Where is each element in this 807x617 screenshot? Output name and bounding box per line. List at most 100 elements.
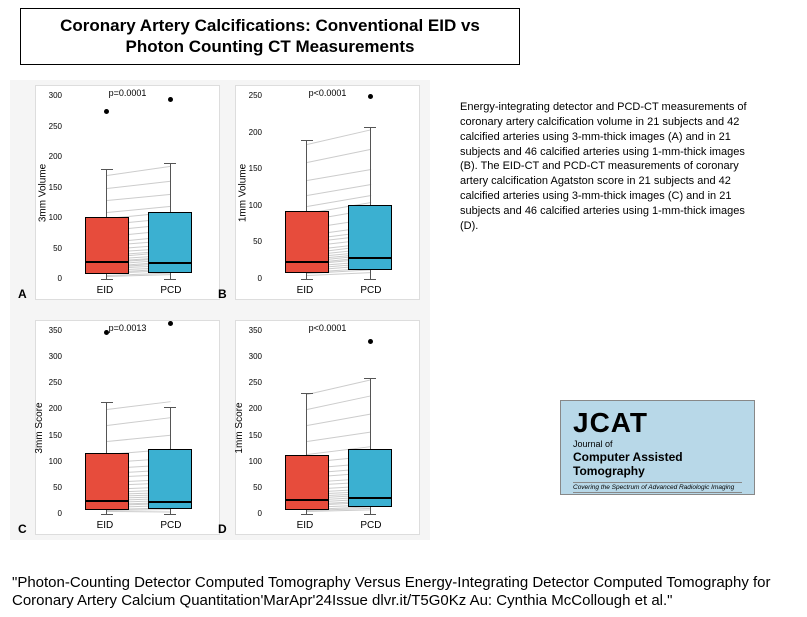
y-tick: 300 — [240, 352, 262, 361]
median-line — [349, 497, 391, 499]
whisker-cap — [101, 169, 113, 170]
y-tick: 250 — [40, 378, 62, 387]
pair-line — [307, 431, 371, 441]
y-tick: 200 — [40, 152, 62, 161]
y-tick: 300 — [40, 91, 62, 100]
outlier-point — [168, 321, 173, 326]
pair-line — [107, 402, 171, 411]
chart-grid: A3mm Volumep=0.0001050100150200250300EID… — [10, 80, 430, 540]
page-title: Coronary Artery Calcifications: Conventi… — [31, 15, 509, 58]
whisker-cap — [301, 514, 313, 515]
pair-line — [107, 511, 171, 513]
pair-line — [307, 396, 371, 411]
y-tick: 200 — [240, 128, 262, 137]
pair-line — [107, 180, 171, 188]
y-tick: 50 — [240, 237, 262, 246]
median-line — [349, 257, 391, 259]
outlier-point — [368, 339, 373, 344]
caption-text: "Photon-Counting Detector Computed Tomog… — [12, 574, 792, 612]
outlier-point — [104, 109, 109, 114]
median-line — [149, 262, 191, 264]
whisker-cap — [164, 279, 176, 280]
y-tick: 100 — [240, 201, 262, 210]
p-value-label: p<0.0001 — [309, 323, 347, 333]
x-category-label: EID — [297, 520, 314, 531]
outlier-point — [104, 330, 109, 335]
y-tick: 250 — [240, 91, 262, 100]
eid-box — [86, 218, 128, 273]
jcat-tagline: Covering the Spectrum of Advanced Radiol… — [573, 482, 742, 493]
median-line — [286, 261, 328, 263]
panel-letter: B — [218, 287, 227, 301]
panel-letter: C — [18, 522, 27, 536]
pair-line — [107, 166, 171, 176]
panel-letter: D — [218, 522, 227, 536]
pcd-box — [349, 206, 391, 269]
title-box: Coronary Artery Calcifications: Conventi… — [20, 8, 520, 65]
y-tick: 250 — [240, 378, 262, 387]
x-category-label: PCD — [160, 520, 181, 531]
jcat-logo: JCAT Journal of Computer Assisted Tomogr… — [560, 400, 755, 495]
whisker-cap — [164, 163, 176, 164]
x-category-label: PCD — [160, 285, 181, 296]
figure-description: Energy-integrating detector and PCD-CT m… — [460, 100, 760, 234]
panel-d: D1mm Scorep<0.0001050100150200250300350E… — [235, 320, 420, 535]
pair-line — [107, 194, 171, 201]
jcat-name: Computer Assisted Tomography — [573, 450, 742, 479]
whisker-cap — [301, 140, 313, 141]
whisker-cap — [301, 393, 313, 394]
pair-line — [307, 149, 371, 163]
y-tick: 0 — [240, 509, 262, 518]
y-tick: 50 — [240, 483, 262, 492]
whisker-cap — [101, 279, 113, 280]
pair-line — [307, 129, 371, 145]
whisker-cap — [364, 127, 376, 128]
y-tick: 50 — [40, 483, 62, 492]
panel-c: C3mm Scorep=0.0013050100150200250300350E… — [35, 320, 220, 535]
y-tick: 200 — [240, 404, 262, 413]
pair-line — [307, 169, 371, 181]
pair-line — [107, 435, 171, 442]
y-tick: 150 — [240, 431, 262, 440]
panel-b: B1mm Volumep<0.0001050100150200250EIDPCD — [235, 85, 420, 300]
y-tick: 150 — [40, 183, 62, 192]
y-tick: 0 — [40, 274, 62, 283]
pair-line — [307, 379, 371, 395]
whisker-cap — [164, 514, 176, 515]
x-category-label: EID — [297, 285, 314, 296]
whisker-cap — [364, 378, 376, 379]
y-tick: 250 — [40, 122, 62, 131]
y-tick: 150 — [40, 431, 62, 440]
x-category-label: PCD — [360, 520, 381, 531]
jcat-acronym: JCAT — [573, 409, 742, 437]
y-tick: 50 — [40, 244, 62, 253]
whisker-cap — [164, 407, 176, 408]
y-tick: 100 — [40, 457, 62, 466]
y-tick: 100 — [40, 213, 62, 222]
p-value-label: p=0.0001 — [109, 88, 147, 98]
whisker-cap — [364, 514, 376, 515]
p-value-label: p<0.0001 — [309, 88, 347, 98]
outlier-point — [368, 94, 373, 99]
whisker-cap — [101, 514, 113, 515]
panel-a: A3mm Volumep=0.0001050100150200250300EID… — [35, 85, 220, 300]
y-tick: 150 — [240, 164, 262, 173]
outlier-point — [168, 97, 173, 102]
pcd-box — [149, 450, 191, 508]
p-value-label: p=0.0013 — [109, 323, 147, 333]
pair-line — [307, 184, 371, 196]
jcat-journal-of: Journal of — [573, 439, 742, 449]
y-tick: 200 — [40, 404, 62, 413]
median-line — [86, 261, 128, 263]
whisker-cap — [301, 279, 313, 280]
x-category-label: EID — [97, 520, 114, 531]
y-tick: 0 — [240, 274, 262, 283]
y-tick: 0 — [40, 509, 62, 518]
median-line — [149, 501, 191, 503]
y-tick: 100 — [240, 457, 262, 466]
x-category-label: PCD — [360, 285, 381, 296]
y-tick: 350 — [240, 326, 262, 335]
pair-line — [307, 414, 371, 426]
pair-line — [107, 417, 171, 426]
panel-letter: A — [18, 287, 27, 301]
